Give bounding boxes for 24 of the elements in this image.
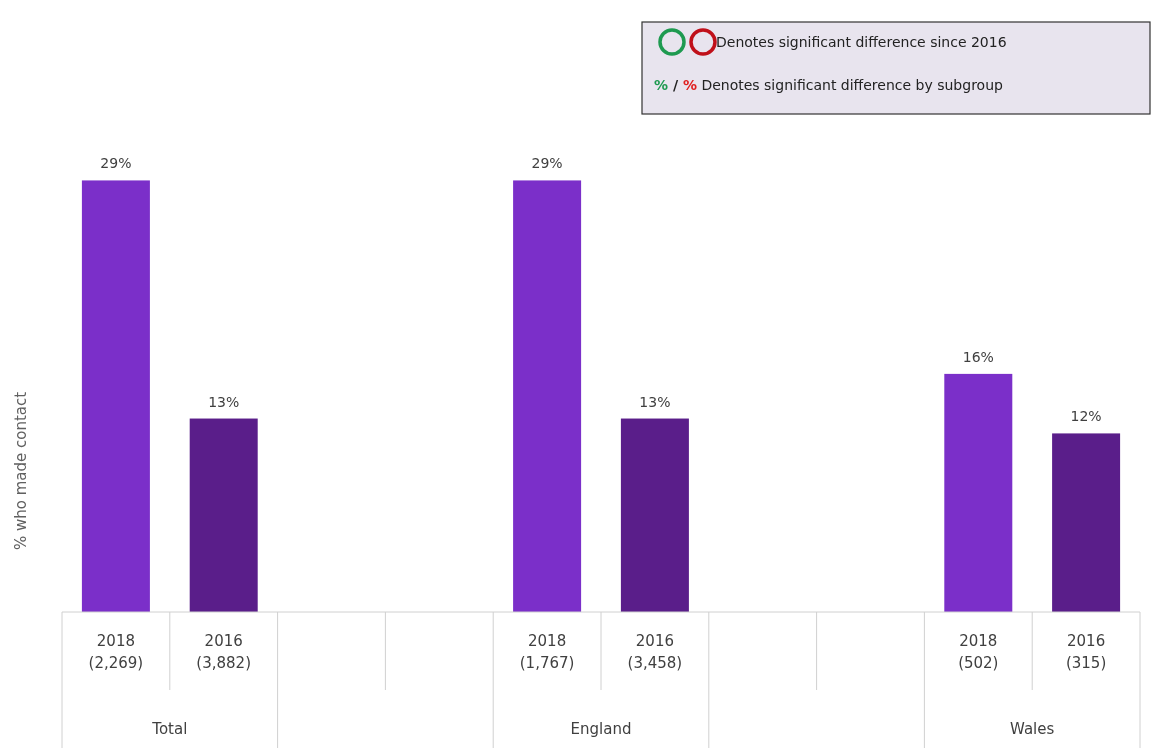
- data-label: 12%: [1070, 408, 1102, 425]
- text: Wales: [1010, 720, 1055, 738]
- x-tick-label: 2018 (502): [958, 632, 999, 672]
- bar: [189, 418, 258, 612]
- bar: [513, 180, 582, 612]
- bar: [81, 180, 150, 612]
- text: Total: [151, 720, 188, 738]
- x-tick-label: 2018 (1,767): [519, 632, 575, 672]
- x-tick-label: 2018 (2,269): [88, 632, 144, 672]
- data-label: 16%: [962, 348, 994, 365]
- y-axis-title: % who made contact: [12, 391, 30, 551]
- text: % / % Denotes significant difference by subgroup: [654, 77, 1004, 93]
- data-label: 29%: [100, 155, 132, 172]
- bar: [620, 418, 689, 612]
- text: England: [570, 720, 632, 738]
- data-label: 29%: [531, 155, 563, 172]
- text: Denotes significant difference since 2016: [716, 34, 1007, 50]
- bar: [944, 373, 1013, 612]
- x-tick-label: 2016 (3,458): [627, 632, 683, 672]
- data-label: 13%: [639, 393, 671, 410]
- x-tick-label: 2016 (3,882): [196, 632, 252, 672]
- bar: [1052, 433, 1121, 612]
- x-tick-label: 2016 (315): [1065, 632, 1107, 672]
- data-label: 13%: [208, 393, 240, 410]
